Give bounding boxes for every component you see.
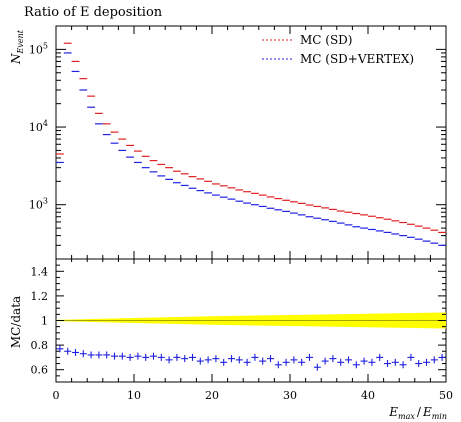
top-panel-ticks: 103 104 105 (29, 25, 446, 260)
y-tick-label: 104 (29, 119, 48, 134)
top-y-axis-label: NEvent (9, 29, 25, 65)
top-panel-data (56, 42, 446, 246)
bottom-y-axis-label: MC/data (9, 296, 23, 348)
x-tick-label: 40 (361, 389, 375, 402)
y-tick-label: 0.6 (31, 364, 49, 377)
y-tick-label: 1.4 (31, 265, 49, 278)
bottom-panel-ticks: 0.6 0.8 1 1.2 1.4 (31, 264, 446, 377)
y-tick-label: 103 (29, 197, 48, 212)
x-tick-label: 20 (205, 389, 219, 402)
y-tick-label: 1 (41, 315, 48, 328)
x-tick-label: 0 (53, 389, 60, 402)
ratio-band (56, 312, 446, 329)
top-y-axis-label-sub: Event (16, 29, 25, 54)
y-tick-label: 1.2 (31, 290, 49, 303)
bottom-panel-data (56, 345, 446, 371)
x-axis-ticks: 0 10 20 30 40 50 (53, 26, 453, 402)
x-tick-label: 30 (283, 389, 297, 402)
x-axis-label-sub2: min (432, 412, 447, 421)
legend-label-mc-sd-vertex: MC (SD+VERTEX) (300, 52, 414, 66)
x-tick-label: 50 (439, 389, 453, 402)
x-tick-label: 10 (127, 389, 141, 402)
legend-label-mc-sd: MC (SD) (300, 33, 353, 47)
x-axis-label-sub1: max (398, 412, 415, 421)
y-tick-label: 105 (29, 41, 48, 56)
x-axis-label: Emax / Emin (388, 405, 447, 421)
top-y-axis-label-main: N (9, 53, 23, 65)
y-tick-label: 0.8 (31, 339, 49, 352)
x-axis-label-main: E (388, 405, 398, 419)
legend: MC (SD) MC (SD+VERTEX) (262, 33, 414, 66)
x-axis-label-main2: E (422, 405, 432, 419)
x-axis-label-slash: / (417, 405, 422, 419)
chart-title: Ratio of E deposition (24, 5, 163, 20)
